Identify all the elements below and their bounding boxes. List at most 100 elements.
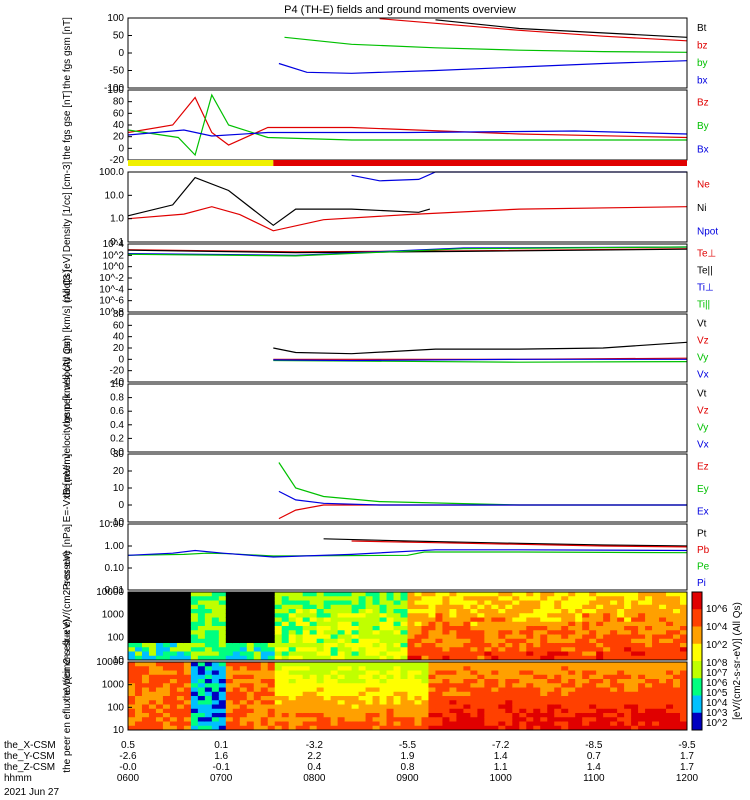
spectrogram-cell: [246, 651, 255, 657]
spectrogram-cell: [225, 643, 234, 648]
spectrogram-cell: [547, 592, 555, 597]
spectrogram-cell: [344, 655, 353, 661]
spectrogram-cell: [246, 609, 255, 614]
spectrogram-cell: [253, 704, 262, 710]
spectrogram-cell: [442, 691, 450, 697]
spectrogram-cell: [456, 592, 464, 597]
spectrogram-cell: [155, 708, 164, 714]
spectrogram-cell: [302, 696, 311, 701]
spectrogram-cell: [232, 725, 241, 731]
spectrogram-cell: [253, 721, 262, 727]
spectrogram-cell: [470, 630, 478, 635]
spectrogram-cell: [190, 596, 199, 601]
spectrogram-cell: [603, 600, 611, 606]
series-line-by: [127, 93, 687, 157]
spectrogram-cell: [414, 604, 422, 610]
spectrogram-cell: [372, 691, 381, 697]
spectrogram-cell: [162, 621, 171, 627]
spectrogram-cell: [302, 687, 311, 693]
spectrogram-cell: [309, 670, 318, 676]
spectrogram-cell: [225, 592, 234, 597]
spectrogram-cell: [491, 666, 499, 671]
spectrogram-cell: [211, 592, 220, 597]
spectrogram-cell: [463, 708, 471, 714]
spectrogram-cell: [428, 600, 436, 606]
spectrogram-cell: [337, 609, 346, 614]
spectrogram-cell: [414, 596, 422, 601]
spectrogram-cell: [323, 634, 332, 640]
spectrogram-cell: [666, 687, 674, 693]
spectrogram-cell: [414, 651, 422, 657]
spectrogram-cell: [596, 679, 604, 684]
spectrogram-cell: [505, 674, 513, 680]
spectrogram-cell: [463, 621, 471, 627]
spectrogram-cell: [393, 626, 402, 631]
spectrogram-cell: [449, 638, 457, 644]
spectrogram-cell: [463, 666, 471, 671]
spectrogram-cell: [176, 700, 185, 705]
spectrogram-cell: [351, 613, 360, 618]
spectrogram-cell: [498, 592, 506, 597]
spectrogram-cell: [128, 609, 136, 614]
spectrogram-cell: [169, 596, 178, 601]
spectrogram-cell: [246, 600, 255, 606]
spectrogram-cell: [281, 725, 290, 731]
spectrogram-cell: [204, 691, 213, 697]
spectrogram-cell: [435, 691, 443, 697]
spectrogram-cell: [309, 683, 318, 688]
spectrogram-cell: [428, 662, 436, 667]
spectrogram-cell: [400, 721, 408, 727]
spectrogram-cell: [561, 683, 569, 688]
spectrogram-cell: [400, 638, 408, 644]
spectrogram-cell: [169, 670, 178, 676]
spectrogram-cell: [491, 713, 499, 718]
spectrogram-cell: [596, 687, 604, 693]
spectrogram-cell: [435, 613, 443, 618]
spectrogram-cell: [316, 655, 325, 661]
spectrogram-cell: [617, 666, 625, 671]
spectrogram-cell: [358, 708, 367, 714]
spectrogram-cell: [617, 621, 625, 627]
spectrogram-cell: [624, 674, 632, 680]
spectrogram-cell: [519, 630, 527, 635]
spectrogram-cell: [253, 708, 262, 714]
spectrogram-cell: [617, 704, 625, 710]
spectrogram-cell: [141, 687, 150, 693]
spectrogram-cell: [218, 683, 227, 688]
spectrogram-cell: [575, 604, 583, 610]
colorbar-swatch: [692, 695, 702, 714]
spectrogram-cell: [442, 596, 450, 601]
spectrogram-cell: [358, 691, 367, 697]
spectrogram-cell: [330, 704, 339, 710]
spectrogram-cell: [302, 634, 311, 640]
spectrogram-cell: [414, 721, 422, 727]
spectrogram-cell: [470, 696, 478, 701]
spectrogram-cell: [449, 713, 457, 718]
spectrogram-cell: [197, 708, 206, 714]
spectrogram-cell: [498, 700, 506, 705]
spectrogram-cell: [162, 630, 171, 635]
spectrogram-cell: [141, 651, 150, 657]
spectrogram-cell: [204, 683, 213, 688]
spectrogram-cell: [477, 634, 485, 640]
spectrogram-cell: [421, 647, 429, 652]
spectrogram-cell: [295, 679, 304, 684]
spectrogram-cell: [407, 662, 415, 667]
spectrogram-cell: [498, 621, 506, 627]
spectrogram-cell: [141, 725, 150, 731]
spectrogram-cell: [204, 655, 213, 661]
spectrogram-cell: [407, 630, 415, 635]
spectrogram-cell: [414, 708, 422, 714]
spectrogram-cell: [218, 708, 227, 714]
spectrogram-cell: [162, 609, 171, 614]
spectrogram-cell: [519, 647, 527, 652]
spectrogram-cell: [666, 630, 674, 635]
spectrogram-cell: [519, 696, 527, 701]
spectrogram-cell: [421, 696, 429, 701]
spectrogram-cell: [680, 679, 688, 684]
y-axis-label: the fgs gse [nT]: [62, 90, 73, 159]
spectrogram-cell: [365, 626, 374, 631]
spectrogram-cell: [645, 626, 653, 631]
spectrogram-cell: [484, 721, 492, 727]
spectrogram-cell: [470, 634, 478, 640]
